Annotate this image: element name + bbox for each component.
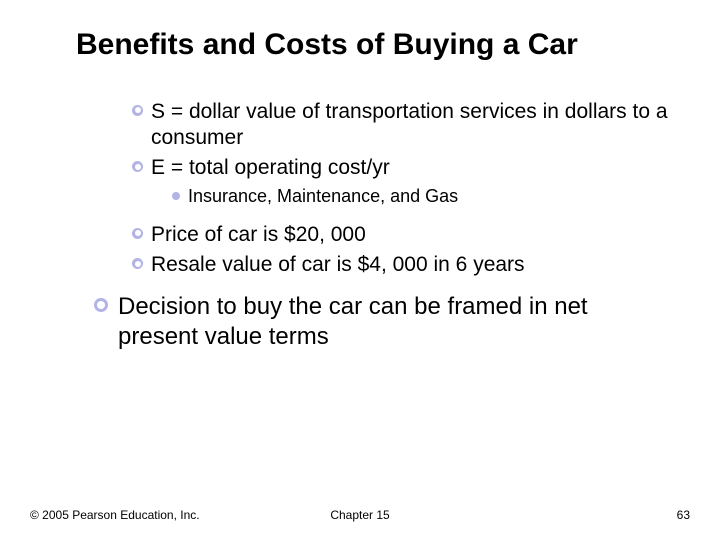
bullet-text: Insurance, Maintenance, and Gas bbox=[188, 185, 458, 208]
ring-bullet-icon bbox=[94, 298, 108, 312]
ring-bullet-icon bbox=[132, 105, 143, 116]
ring-bullet-icon bbox=[132, 161, 143, 172]
dot-bullet-icon bbox=[172, 192, 180, 200]
bullet-item: S = dollar value of transportation servi… bbox=[132, 99, 672, 152]
bullet-text: Decision to buy the car can be framed in… bbox=[118, 292, 672, 352]
slide: Benefits and Costs of Buying a Car S = d… bbox=[0, 0, 720, 540]
footer-copyright: © 2005 Pearson Education, Inc. bbox=[30, 508, 200, 522]
ring-bullet-icon bbox=[132, 258, 143, 269]
ring-bullet-icon bbox=[132, 228, 143, 239]
footer-page-number: 63 bbox=[677, 508, 690, 522]
slide-title: Benefits and Costs of Buying a Car bbox=[76, 28, 672, 63]
bullet-subitem: Insurance, Maintenance, and Gas bbox=[172, 185, 672, 208]
footer-chapter: Chapter 15 bbox=[330, 508, 389, 522]
bullet-text: Resale value of car is $4, 000 in 6 year… bbox=[151, 252, 525, 278]
bullet-text: E = total operating cost/yr bbox=[151, 155, 390, 181]
bullet-item: Resale value of car is $4, 000 in 6 year… bbox=[132, 252, 672, 278]
bullet-text: S = dollar value of transportation servi… bbox=[151, 99, 672, 152]
slide-footer: © 2005 Pearson Education, Inc. Chapter 1… bbox=[0, 508, 720, 522]
bullet-item: Price of car is $20, 000 bbox=[132, 222, 672, 248]
bullet-item: E = total operating cost/yr bbox=[132, 155, 672, 181]
bullet-item: Decision to buy the car can be framed in… bbox=[94, 292, 672, 352]
bullet-text: Price of car is $20, 000 bbox=[151, 222, 366, 248]
